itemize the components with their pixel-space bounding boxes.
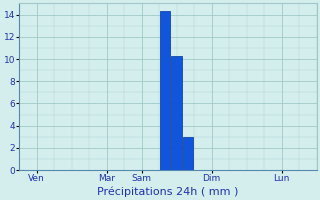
Bar bbox=[160, 11, 170, 170]
Bar bbox=[172, 56, 182, 170]
Bar bbox=[183, 137, 193, 170]
X-axis label: Précipitations 24h ( mm ): Précipitations 24h ( mm ) bbox=[97, 186, 238, 197]
